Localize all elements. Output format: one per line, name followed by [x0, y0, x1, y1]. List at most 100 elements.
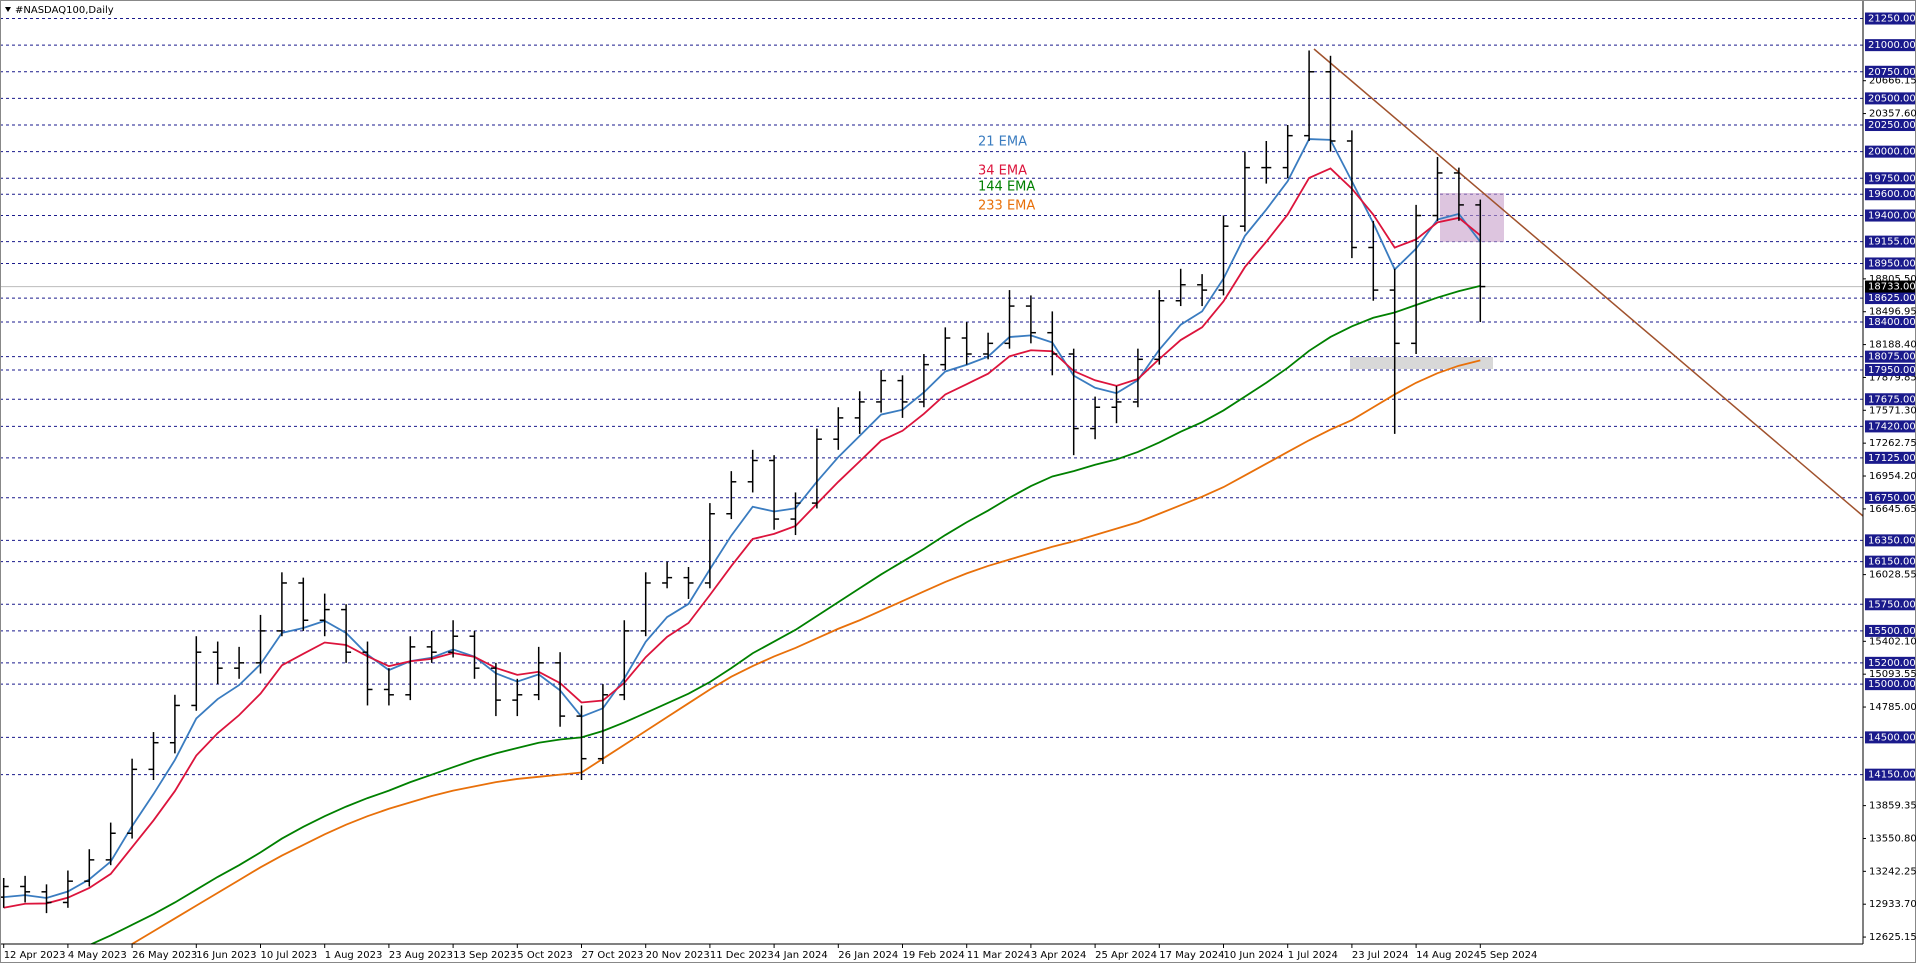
- y-tick-label: 18496.95: [1869, 307, 1916, 318]
- level-label-box: [1865, 145, 1915, 158]
- x-tick-label: 10 Jun 2024: [1224, 950, 1284, 961]
- level-label: 16350.00: [1868, 535, 1916, 546]
- x-tick-label: 4 May 2023: [68, 950, 127, 961]
- y-tick-label: 14785.00: [1869, 702, 1916, 713]
- y-tick-label: 17571.30: [1869, 405, 1916, 416]
- level-label-box: [1865, 624, 1915, 637]
- level-label: 19155.00: [1868, 237, 1916, 248]
- x-tick-label: 5 Oct 2023: [517, 950, 572, 961]
- level-label: 19750.00: [1868, 173, 1916, 184]
- level-label: 15500.00: [1868, 626, 1916, 637]
- level-label: 21000.00: [1868, 40, 1916, 51]
- level-label-box: [1865, 731, 1915, 744]
- level-label: 17420.00: [1868, 421, 1916, 432]
- ema-line: [3, 167, 1481, 909]
- level-label-box: [1865, 420, 1915, 433]
- level-label: 18950.00: [1868, 258, 1916, 269]
- level-label: 20000.00: [1868, 147, 1916, 158]
- level-label: 17950.00: [1868, 365, 1916, 376]
- x-tick-label: 11 Dec 2023: [710, 950, 774, 961]
- x-tick-label: 17 May 2024: [1159, 950, 1224, 961]
- level-label-box: [1865, 188, 1915, 201]
- last-price-label: 18733.00: [1868, 282, 1916, 293]
- x-tick-label: 23 Jul 2024: [1352, 950, 1409, 961]
- level-label-box: [1865, 209, 1915, 222]
- level-label-box: [1865, 656, 1915, 669]
- level-label-box: [1865, 316, 1915, 329]
- level-label: 16750.00: [1868, 493, 1916, 504]
- level-label-box: [1865, 555, 1915, 568]
- y-tick-label: 13550.80: [1869, 833, 1916, 844]
- level-label: 18400.00: [1868, 317, 1916, 328]
- level-label: 15750.00: [1868, 599, 1916, 610]
- x-tick-label: 13 Sep 2023: [453, 950, 516, 961]
- x-tick-label: 11 Mar 2024: [967, 950, 1030, 961]
- level-label: 21250.00: [1868, 14, 1916, 25]
- level-label-box: [1865, 768, 1915, 781]
- level-label-box: [1865, 92, 1915, 105]
- x-tick-label: 5 Sep 2024: [1480, 950, 1537, 961]
- x-tick-label: 4 Jan 2024: [774, 950, 828, 961]
- level-label-box: [1865, 350, 1915, 363]
- level-label-box: [1865, 172, 1915, 185]
- y-tick-label: 12625.15: [1869, 932, 1916, 943]
- level-label-box: [1865, 393, 1915, 406]
- x-tick-label: 10 Jul 2023: [261, 950, 318, 961]
- level-label-box: [1865, 451, 1915, 464]
- level-label: 15200.00: [1868, 658, 1916, 669]
- level-label-box: [1865, 65, 1915, 78]
- y-tick-label: 18188.40: [1869, 340, 1916, 351]
- y-tick-label: 16645.65: [1869, 504, 1916, 515]
- x-tick-label: 12 Apr 2023: [4, 950, 66, 961]
- x-tick-label: 1 Jul 2024: [1288, 950, 1338, 961]
- x-tick-label: 27 Oct 2023: [582, 950, 644, 961]
- level-label: 17125.00: [1868, 453, 1916, 464]
- x-tick-label: 1 Aug 2023: [325, 950, 383, 961]
- level-label: 18625.00: [1868, 293, 1916, 304]
- x-tick-label: 3 Apr 2024: [1031, 950, 1086, 961]
- level-label-box: [1865, 491, 1915, 504]
- y-tick-label: 18805.50: [1869, 274, 1916, 285]
- level-label: 20750.00: [1868, 67, 1916, 78]
- level-label: 20500.00: [1868, 93, 1916, 104]
- level-label-box: [1865, 292, 1915, 305]
- menu-arrow[interactable]: [5, 7, 11, 12]
- y-tick-label: 12933.70: [1869, 899, 1916, 910]
- legend-label: 21 EMA: [978, 135, 1027, 150]
- price-bars: [0, 50, 1486, 914]
- y-tick-label: 15093.55: [1869, 669, 1916, 680]
- x-tick-label: 20 Nov 2023: [646, 950, 710, 961]
- y-tick-label: 17879.85: [1869, 372, 1916, 383]
- y-tick-label: 13859.35: [1869, 801, 1916, 812]
- ema-line: [130, 359, 1481, 944]
- level-label-box: [1865, 534, 1915, 547]
- level-label: 15000.00: [1868, 679, 1916, 690]
- ema-line: [89, 284, 1481, 944]
- level-label-box: [1865, 119, 1915, 132]
- y-tick-label: 16954.20: [1869, 471, 1916, 482]
- x-tick-label: 26 May 2023: [132, 950, 197, 961]
- level-label-box: [1865, 12, 1915, 25]
- x-tick-label: 25 Apr 2024: [1095, 950, 1157, 961]
- x-tick-label: 14 Aug 2024: [1416, 950, 1480, 961]
- level-label-box: [1865, 39, 1915, 52]
- chart-title: #NASDAQ100,Daily: [15, 5, 114, 16]
- axis-labels: 20666.15 20357.60 18805.50 18496.95 18188.40…: [3, 12, 1916, 961]
- level-label-box: [1865, 678, 1915, 691]
- resistance-zone: [1440, 193, 1504, 242]
- y-tick-label: 16028.55: [1869, 570, 1916, 581]
- level-label: 14150.00: [1868, 770, 1916, 781]
- x-tick-label: 16 Jun 2023: [196, 950, 256, 961]
- y-tick-label: 13242.25: [1869, 866, 1916, 877]
- legend-label: 144 EMA: [978, 180, 1035, 195]
- x-tick-label: 26 Jan 2024: [838, 950, 898, 961]
- y-tick-label: 17262.75: [1869, 438, 1916, 449]
- level-label: 19400.00: [1868, 211, 1916, 222]
- legend-label: 34 EMA: [978, 164, 1027, 179]
- y-tick-label: 20666.15: [1869, 76, 1916, 87]
- x-tick-label: 19 Feb 2024: [903, 950, 965, 961]
- level-label-box: [1865, 257, 1915, 270]
- level-label: 17675.00: [1868, 394, 1916, 405]
